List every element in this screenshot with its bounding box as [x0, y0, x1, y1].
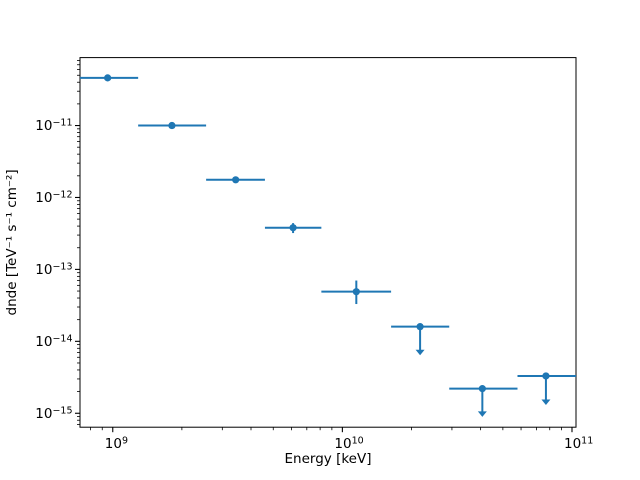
flux-point [517, 372, 576, 406]
data-point-marker [168, 121, 176, 130]
flux-point [321, 280, 392, 305]
data-point-marker [416, 323, 424, 331]
flux-point [138, 121, 207, 130]
x-axis-label: Energy [keV] [285, 451, 372, 467]
x-tick-label: 109 [105, 436, 128, 453]
flux-points-series [80, 74, 576, 417]
minor-ticks [77, 60, 562, 431]
y-tick-label: 10−12 [35, 189, 72, 206]
data-point-marker [352, 288, 360, 296]
flux-point [206, 176, 265, 184]
x-tick-label: 1011 [564, 436, 593, 453]
data-point-marker [232, 176, 240, 184]
flux-point [264, 223, 322, 234]
y-axis-label: dnde [TeV⁻¹ s⁻¹ cm⁻²] [4, 169, 20, 315]
flux-point [391, 323, 450, 356]
plot-frame [79, 57, 577, 428]
y-tick-label: 10−14 [35, 333, 72, 350]
y-tick-label: 10−11 [35, 118, 72, 135]
data-point-marker [542, 372, 550, 380]
major-ticks [75, 124, 573, 433]
x-tick-label: 1010 [334, 436, 363, 453]
upper-limit-arrow-head [541, 399, 551, 406]
upper-limit-arrow-head [477, 411, 487, 417]
data-point-marker [104, 74, 112, 82]
tick-labels: 109 1010 1011 10−11 10−12 10−13 10−14 10−15 [35, 118, 593, 452]
data-point-marker [289, 224, 297, 232]
y-tick-label: 10−13 [35, 261, 72, 278]
y-tick-label: 10−15 [35, 405, 72, 422]
flux-point [449, 385, 518, 417]
upper-limit-arrow-head [415, 349, 425, 356]
flux-point [80, 74, 139, 82]
data-point-marker [478, 385, 486, 393]
